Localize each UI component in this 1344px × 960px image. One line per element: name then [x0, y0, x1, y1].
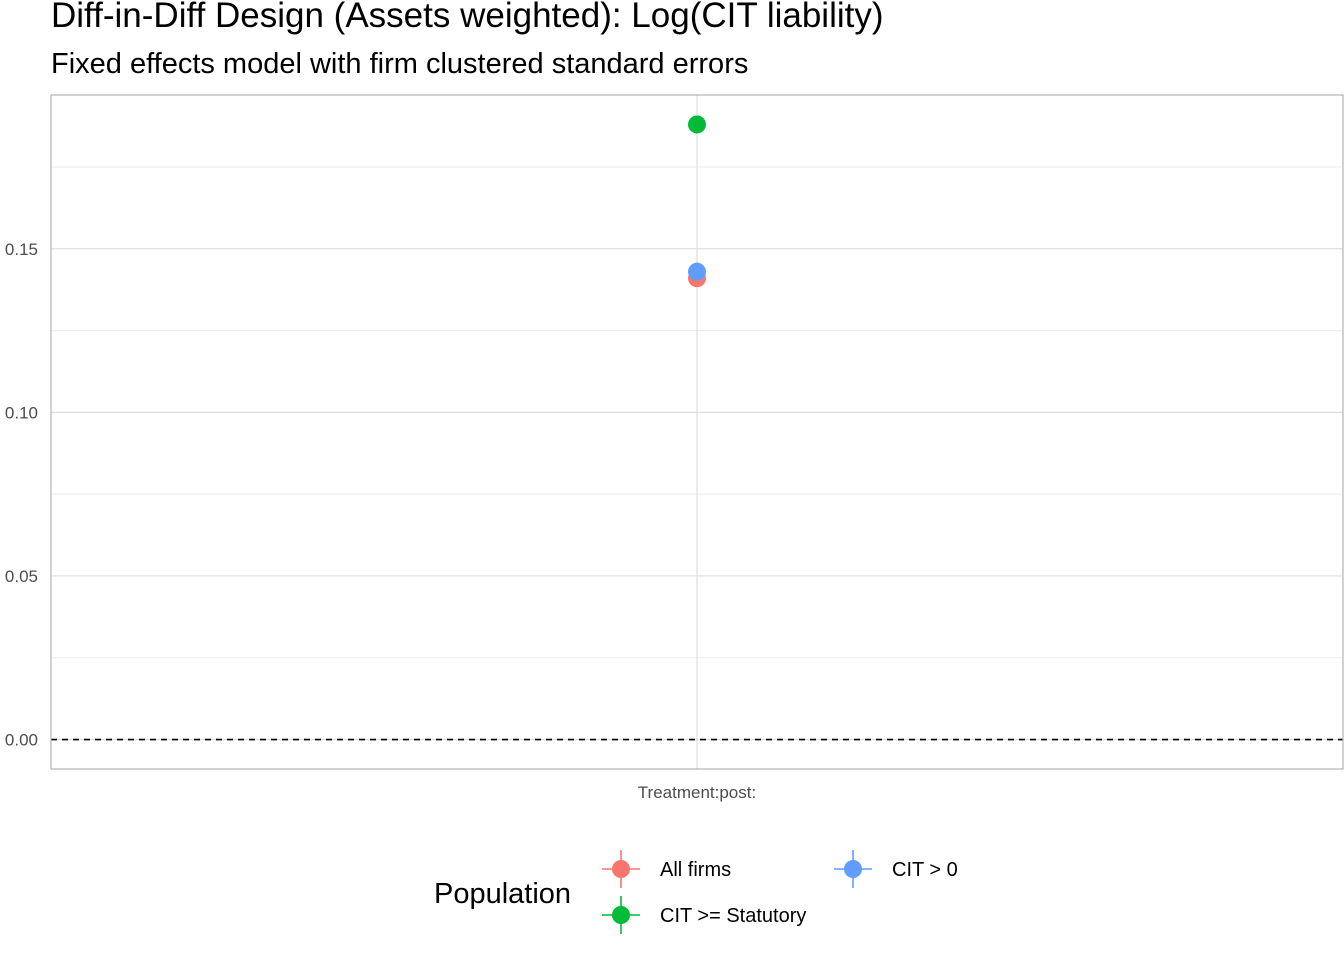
data-point [688, 115, 706, 134]
legend-title: Population [434, 878, 571, 910]
legend-label: CIT > 0 [892, 859, 958, 881]
data-point [688, 262, 706, 281]
y-tick-label: 0.10 [5, 403, 38, 422]
grid-major [51, 95, 1343, 769]
x-tick-label: Treatment:post: [638, 783, 756, 802]
y-tick-label: 0.15 [5, 240, 38, 259]
legend-label: All firms [660, 859, 731, 881]
legend-label: CIT >= Statutory [660, 905, 806, 927]
y-tick-label: 0.05 [5, 567, 38, 586]
chart-title: Diff-in-Diff Design (Assets weighted): L… [51, 0, 884, 35]
y-axis-ticks: 0.00 0.05 0.10 0.15 [5, 240, 38, 750]
legend: Population All firms CIT > 0 CIT >= Statut… [434, 850, 958, 934]
chart-subtitle: Fixed effects model with firm clustered … [51, 48, 749, 80]
y-tick-label: 0.00 [5, 731, 38, 750]
plot-border [50, 94, 1344, 770]
legend-key-point [844, 860, 862, 878]
legend-key-point [612, 860, 630, 878]
x-axis-ticks: Treatment:post: [638, 783, 756, 802]
data-points [688, 115, 706, 288]
legend-key-point [612, 906, 630, 924]
